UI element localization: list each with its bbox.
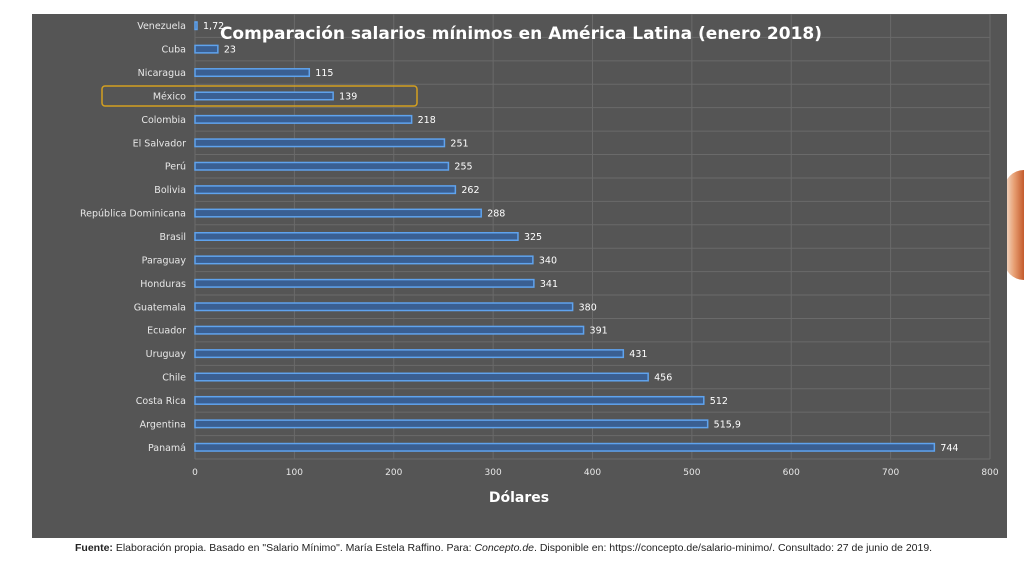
data-label: 380 <box>579 302 597 313</box>
category-label: República Dominicana <box>80 209 186 220</box>
source-text-1: Elaboración propia. Basado en "Salario M… <box>112 542 475 554</box>
chart-title: Comparación salarios mínimos en América … <box>220 24 822 44</box>
category-label: Costa Rica <box>136 396 186 407</box>
category-label: El Salvador <box>133 138 186 149</box>
data-label: 512 <box>710 396 728 407</box>
bar <box>194 44 219 54</box>
data-label: 431 <box>629 349 647 360</box>
bar <box>194 91 334 101</box>
data-label: 262 <box>461 185 479 196</box>
category-label: Nicaragua <box>138 68 186 79</box>
x-tick-label: 700 <box>882 468 899 478</box>
bar <box>194 232 519 241</box>
x-axis-title: Dólares <box>489 490 549 506</box>
data-label: 115 <box>315 68 333 79</box>
data-label: 139 <box>339 91 357 102</box>
data-label: 515,9 <box>714 419 741 430</box>
x-tick-label: 800 <box>981 468 998 478</box>
bar <box>194 138 446 148</box>
decorative-side-swoosh <box>1004 170 1024 280</box>
bar <box>194 372 649 382</box>
bar <box>194 395 705 405</box>
data-label: 1,72 <box>203 21 224 32</box>
bar <box>194 114 413 124</box>
bar-layer <box>194 21 936 452</box>
grid-layer <box>194 14 991 460</box>
data-label: 341 <box>540 279 558 290</box>
x-tick-label: 500 <box>683 468 700 478</box>
data-label: 251 <box>450 138 468 149</box>
chart-panel: 0 100 200 300 400 500 600 700 800 Venezuela 1,72 Cu… <box>32 14 1007 538</box>
data-label: 23 <box>224 45 236 56</box>
bar <box>194 278 535 288</box>
category-label: Guatemala <box>134 302 186 313</box>
category-label: Honduras <box>140 279 186 290</box>
x-tick-label: 100 <box>286 468 303 478</box>
category-label: Cuba <box>161 45 186 56</box>
category-label: Chile <box>162 373 186 384</box>
bar <box>194 419 709 429</box>
x-tick-label: 300 <box>485 468 502 478</box>
x-tick-label: 600 <box>783 468 800 478</box>
label-layer: 0 100 200 300 400 500 600 700 800 Venezuela 1,72 Cu… <box>80 21 999 478</box>
data-label: 255 <box>454 162 472 173</box>
bar <box>194 255 534 265</box>
bar <box>194 302 574 312</box>
data-label: 218 <box>418 115 436 126</box>
bar <box>194 442 936 452</box>
data-label: 288 <box>487 209 505 220</box>
data-label: 456 <box>654 373 672 384</box>
category-label: Panamá <box>148 443 186 454</box>
category-label: Colombia <box>141 115 186 126</box>
bar <box>194 21 198 31</box>
category-label: Perú <box>165 162 186 173</box>
x-tick-label: 0 <box>192 468 198 478</box>
category-label: Venezuela <box>137 21 186 32</box>
bar <box>194 349 625 359</box>
data-label: 340 <box>539 255 557 266</box>
bar <box>194 325 585 335</box>
bar <box>194 185 457 195</box>
category-label: Uruguay <box>146 349 187 360</box>
category-label: Paraguay <box>142 255 187 266</box>
category-label: México <box>153 91 186 102</box>
category-label: Argentina <box>140 419 186 430</box>
source-site: Concepto.de <box>474 542 535 554</box>
bar <box>194 161 450 171</box>
data-label: 744 <box>940 443 958 454</box>
data-label: 391 <box>590 326 608 337</box>
category-label: Bolivia <box>154 185 186 196</box>
highlight-box <box>101 85 418 107</box>
bar <box>194 68 311 78</box>
category-label: Ecuador <box>147 326 186 337</box>
x-tick-label: 200 <box>385 468 402 478</box>
x-tick-label: 400 <box>584 468 601 478</box>
category-label: Brasil <box>160 232 186 243</box>
source-text-2: . Disponible en: https://concepto.de/sal… <box>534 542 933 554</box>
bar <box>194 208 482 218</box>
source-prefix: Fuente: <box>75 542 113 554</box>
source-note: Fuente: Elaboración propia. Basado en "S… <box>75 542 975 555</box>
data-label: 325 <box>524 232 542 243</box>
bar-chart: 0 100 200 300 400 500 600 700 800 Venezuela 1,72 Cu… <box>80 14 999 506</box>
